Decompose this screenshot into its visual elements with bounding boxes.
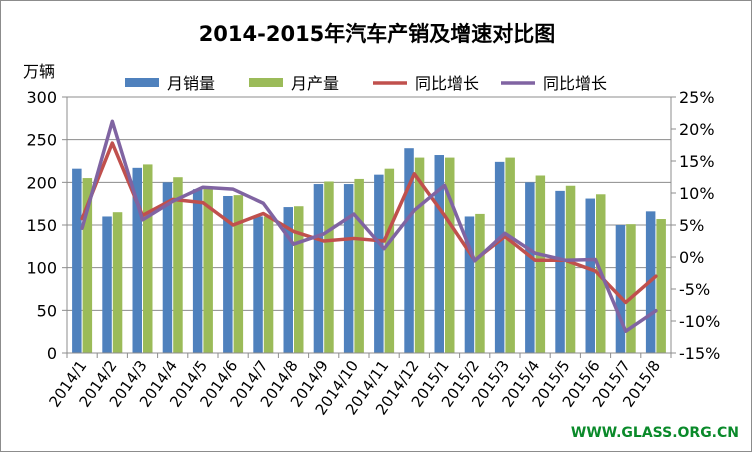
y-right-tick-label: 5% (679, 216, 704, 235)
y-right-tick-label: 10% (679, 184, 715, 203)
bar-sales (313, 184, 324, 353)
y-right-tick-label: 0% (679, 248, 704, 267)
bar-production (475, 213, 485, 353)
bar-production (294, 206, 304, 353)
bar-sales (404, 148, 414, 353)
bar-production (233, 195, 244, 353)
legend-label: 月销量 (167, 74, 215, 93)
gridlines (67, 96, 671, 354)
y-left-tick-label: 250 (26, 131, 57, 150)
legend-swatch (249, 78, 283, 87)
y-right-tick-label: -15% (679, 344, 720, 363)
bar-sales (434, 155, 444, 353)
bar-sales (283, 207, 293, 353)
y-left-tick-label: 50 (37, 301, 57, 320)
bar-production (384, 168, 395, 353)
y-right-tick-label: 15% (679, 152, 715, 171)
bar-production (565, 185, 576, 353)
bar-production (354, 178, 364, 353)
y-left-tick-label: 200 (26, 173, 57, 192)
bar-production (445, 157, 455, 353)
watermark-text: WWW.GLASS.ORG.CN (571, 425, 739, 441)
bar-sales (525, 182, 535, 353)
legend-swatch (125, 78, 159, 87)
bar-production (203, 186, 213, 353)
bar-sales (555, 190, 565, 353)
y-left-unit-label: 万辆 (23, 62, 55, 81)
bar-sales (223, 195, 233, 353)
bar-sales (102, 216, 112, 353)
legend-label: 同比增长 (543, 74, 607, 93)
line-series (80, 119, 658, 333)
y-right-tick-label: 20% (679, 120, 715, 139)
y-right-tick-label: -10% (679, 312, 720, 331)
bar-sales (464, 216, 475, 353)
y-right-tick-label: -5% (679, 280, 710, 299)
legend: 月销量 月产量 同比增长 同比增长 (125, 74, 607, 93)
bar-sales (132, 167, 142, 353)
bar-production (263, 216, 274, 353)
bar-sales (253, 216, 263, 353)
bar-sales (615, 225, 626, 353)
bar-sales (343, 184, 354, 353)
bar-sales (162, 182, 173, 353)
chart-title: 2014-2015年汽车产销及增速对比图 (199, 22, 556, 46)
line-growth-2 (80, 119, 658, 333)
bar-production (414, 157, 425, 353)
bar-production (143, 164, 153, 353)
bar-sales (374, 174, 384, 353)
y-left-tick-label: 300 (26, 88, 57, 107)
y-right-tick-label: 25% (679, 88, 715, 107)
y-left-tick-label: 0 (47, 344, 57, 363)
bar-production (112, 212, 123, 353)
y-left-tick-label: 150 (26, 216, 57, 235)
bar-series (72, 148, 666, 353)
bar-production (656, 219, 666, 353)
legend-label: 月产量 (291, 74, 339, 93)
bar-production (324, 181, 334, 353)
bar-production (173, 177, 183, 353)
legend-label: 同比增长 (415, 74, 479, 93)
bar-production (535, 175, 546, 353)
bar-sales (72, 168, 82, 353)
bar-sales (494, 161, 505, 353)
bar-production (505, 157, 515, 353)
bar-sales (585, 198, 595, 353)
bar-production (82, 178, 93, 353)
bar-production (626, 224, 636, 353)
bar-sales (192, 189, 203, 353)
y-left-tick-label: 100 (26, 259, 57, 278)
